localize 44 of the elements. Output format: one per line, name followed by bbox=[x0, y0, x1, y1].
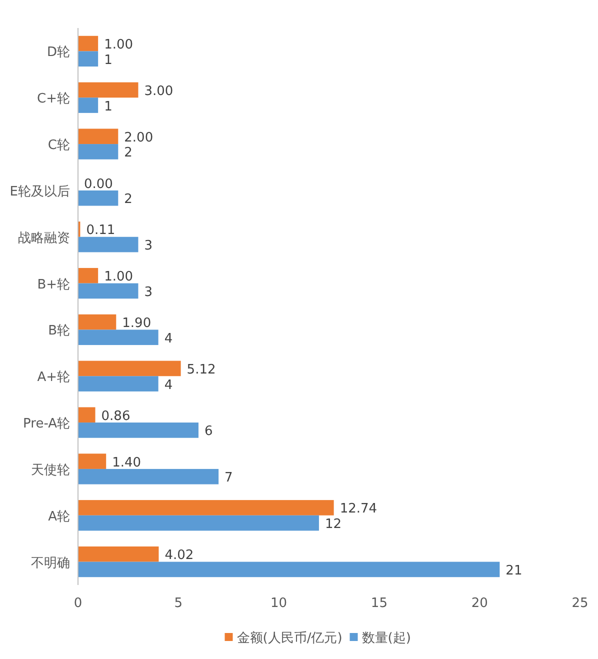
data-label: 2 bbox=[124, 146, 132, 161]
data-label: 2.00 bbox=[124, 130, 154, 146]
data-label: 1 bbox=[104, 99, 112, 114]
data-label: 7 bbox=[224, 470, 233, 486]
data-label: 3 bbox=[144, 238, 153, 254]
y-tick-label: 天使轮 bbox=[31, 462, 70, 478]
legend-label: 金额(人民币/亿元) bbox=[236, 631, 342, 646]
data-label: 2 bbox=[124, 192, 132, 208]
data-label: 1.00 bbox=[104, 270, 134, 285]
y-tick-label: Pre-A轮 bbox=[23, 416, 70, 432]
x-tick-label: 0 bbox=[74, 596, 82, 611]
legend-label: 数量(起) bbox=[362, 631, 411, 646]
data-label: 0.11 bbox=[86, 223, 116, 238]
data-label: 3 bbox=[144, 284, 153, 300]
data-label: 4 bbox=[164, 378, 173, 393]
data-label: 1 bbox=[104, 52, 112, 68]
x-tick-label: 25 bbox=[572, 596, 588, 611]
data-label: 1.40 bbox=[112, 455, 142, 470]
data-label: 12.74 bbox=[340, 502, 378, 517]
y-tick-label: C轮 bbox=[48, 138, 70, 154]
data-label: 4.02 bbox=[164, 548, 194, 564]
y-tick-label: B+轮 bbox=[37, 277, 70, 292]
data-label: 1.90 bbox=[122, 316, 152, 332]
data-label: 6 bbox=[204, 424, 213, 440]
data-label: 5.12 bbox=[186, 362, 216, 378]
y-tick-label: B轮 bbox=[48, 324, 70, 339]
x-tick-label: 5 bbox=[174, 596, 183, 611]
data-label: 4 bbox=[164, 331, 173, 346]
y-tick-label: E轮及以后 bbox=[10, 184, 70, 200]
data-label: 1.00 bbox=[104, 38, 134, 53]
data-label: 0.86 bbox=[101, 408, 130, 424]
y-tick-label: 不明确 bbox=[31, 556, 70, 571]
y-tick-label: 战略融资 bbox=[18, 230, 70, 246]
data-label: 0.00 bbox=[84, 176, 113, 192]
y-tick-label: A+轮 bbox=[37, 370, 70, 386]
data-label: 3.00 bbox=[144, 84, 174, 99]
y-tick-label: C+轮 bbox=[37, 92, 70, 107]
x-tick-label: 15 bbox=[370, 596, 388, 611]
y-tick-label: D轮 bbox=[46, 45, 70, 60]
x-tick-label: 10 bbox=[270, 596, 288, 611]
data-label: 21 bbox=[506, 563, 522, 578]
y-tick-label: A轮 bbox=[48, 509, 70, 524]
x-tick-label: 20 bbox=[471, 596, 488, 611]
data-label: 12 bbox=[324, 517, 342, 532]
